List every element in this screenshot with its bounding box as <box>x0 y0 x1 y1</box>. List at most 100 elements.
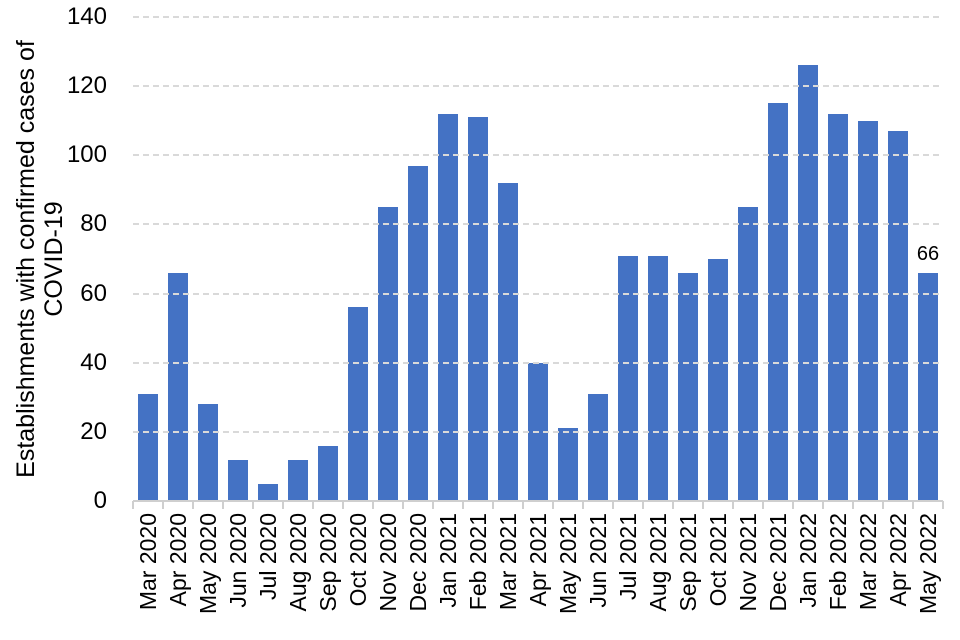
bar-jan-2022 <box>798 65 818 501</box>
bar-slot-may-2020 <box>193 17 223 501</box>
x-axis-tick <box>432 501 434 509</box>
x-tick-label-mar-2021: Mar 2021 <box>493 513 523 625</box>
bar-slot-apr-2022 <box>883 17 913 501</box>
x-tick-label-text: Apr 2022 <box>885 513 911 607</box>
y-tick-label-120: 120 <box>66 72 107 100</box>
x-tick-label-sep-2021: Sep 2021 <box>673 513 703 625</box>
x-axis-tick <box>792 501 794 509</box>
x-tick-label-text: Dec 2020 <box>405 513 431 612</box>
x-axis-tick <box>222 501 224 509</box>
x-axis-tick <box>522 501 524 509</box>
bar-oct-2021 <box>708 259 728 501</box>
bar-nov-2020 <box>378 207 398 501</box>
bar-apr-2020 <box>168 272 188 501</box>
x-axis-tick <box>912 501 914 509</box>
x-tick-label-text: May 2022 <box>915 513 941 615</box>
bar-may-2020 <box>198 404 218 501</box>
x-tick-label-apr-2020: Apr 2020 <box>163 513 193 625</box>
x-axis-tick <box>762 501 764 509</box>
bar-slot-jun-2021 <box>583 17 613 501</box>
x-tick-label-text: Oct 2020 <box>345 513 371 607</box>
gridline-60 <box>133 292 943 295</box>
gridline-120 <box>133 85 943 88</box>
bar-slot-feb-2021 <box>463 17 493 501</box>
bar-slot-nov-2020 <box>373 17 403 501</box>
bar-sep-2020 <box>318 445 338 501</box>
x-tick-label-apr-2021: Apr 2021 <box>523 513 553 625</box>
bar-slot-jul-2021 <box>613 17 643 501</box>
bar-slot-oct-2021 <box>703 17 733 501</box>
x-tick-label-may-2022: May 2022 <box>913 513 943 625</box>
x-tick-label-sep-2020: Sep 2020 <box>313 513 343 625</box>
x-axis-tick <box>672 501 674 509</box>
bar-slot-nov-2021 <box>733 17 763 501</box>
bar-apr-2022 <box>888 131 908 501</box>
bar-slot-jun-2020 <box>223 17 253 501</box>
x-tick-label-text: Apr 2021 <box>525 513 551 607</box>
bars-container: 66 <box>133 17 943 501</box>
bar-slot-apr-2020 <box>163 17 193 501</box>
x-axis-tick <box>162 501 164 509</box>
x-axis-tick <box>552 501 554 509</box>
gridline-40 <box>133 361 943 364</box>
y-axis-labels: 0 20 40 60 80 100 120 140 <box>0 3 107 514</box>
y-tick-label-80: 80 <box>80 210 107 238</box>
x-tick-label-text: Jan 2021 <box>435 513 461 608</box>
gridline-100 <box>133 154 943 157</box>
x-tick-label-may-2021: May 2021 <box>553 513 583 625</box>
x-tick-label-text: Feb 2022 <box>825 513 851 611</box>
x-axis-tick <box>492 501 494 509</box>
x-axis-tick <box>612 501 614 509</box>
bar-jul-2021 <box>618 255 638 501</box>
x-tick-label-text: Sep 2021 <box>675 513 701 612</box>
x-axis-tick <box>252 501 254 509</box>
x-tick-label-dec-2021: Dec 2021 <box>763 513 793 625</box>
bar-mar-2021 <box>498 182 518 501</box>
x-axis-tick <box>342 501 344 509</box>
bar-mar-2022 <box>858 120 878 501</box>
x-tick-label-oct-2020: Oct 2020 <box>343 513 373 625</box>
x-tick-label-text: Mar 2021 <box>495 513 521 611</box>
bar-slot-sep-2020 <box>313 17 343 501</box>
y-tick-label-100: 100 <box>66 141 107 169</box>
bar-may-2022 <box>918 272 938 501</box>
x-tick-label-mar-2020: Mar 2020 <box>133 513 163 625</box>
bar-slot-mar-2022 <box>853 17 883 501</box>
y-tick-label-0: 0 <box>93 487 107 514</box>
bar-slot-feb-2022 <box>823 17 853 501</box>
x-tick-label-text: Apr 2020 <box>165 513 191 607</box>
x-tick-label-jul-2020: Jul 2020 <box>253 513 283 625</box>
x-axis-tick <box>282 501 284 509</box>
x-axis-tick <box>462 501 464 509</box>
x-tick-label-text: Feb 2021 <box>465 513 491 611</box>
x-axis-tick <box>192 501 194 509</box>
bar-may-2021 <box>558 428 578 501</box>
x-axis-tick <box>312 501 314 509</box>
x-tick-label-text: Mar 2020 <box>135 513 161 611</box>
bar-dec-2020 <box>408 165 428 501</box>
x-tick-label-nov-2021: Nov 2021 <box>733 513 763 625</box>
bar-slot-oct-2020 <box>343 17 373 501</box>
x-tick-label-text: Jan 2022 <box>795 513 821 608</box>
bar-slot-sep-2021 <box>673 17 703 501</box>
x-tick-label-text: Jun 2020 <box>225 513 251 608</box>
x-axis-line <box>133 500 943 502</box>
x-axis-tick <box>402 501 404 509</box>
bar-slot-dec-2020 <box>403 17 433 501</box>
x-tick-label-text: May 2021 <box>555 513 581 615</box>
x-axis-tick <box>852 501 854 509</box>
x-axis-tick <box>642 501 644 509</box>
x-axis-labels: Mar 2020 Apr 2020 May 2020 Jun 2020 Jul 2020… <box>133 513 943 625</box>
y-tick-label-60: 60 <box>80 279 107 307</box>
x-axis-tick <box>882 501 884 509</box>
x-tick-label-mar-2022: Mar 2022 <box>853 513 883 625</box>
gridline-20 <box>133 430 943 433</box>
bar-sep-2021 <box>678 272 698 501</box>
x-tick-label-apr-2022: Apr 2022 <box>883 513 913 625</box>
x-axis-tick <box>942 501 944 509</box>
bar-nov-2021 <box>738 207 758 501</box>
x-tick-label-may-2020: May 2020 <box>193 513 223 625</box>
bar-feb-2021 <box>468 117 488 501</box>
x-tick-label-text: Jun 2021 <box>585 513 611 608</box>
y-tick-label-20: 20 <box>80 417 107 445</box>
